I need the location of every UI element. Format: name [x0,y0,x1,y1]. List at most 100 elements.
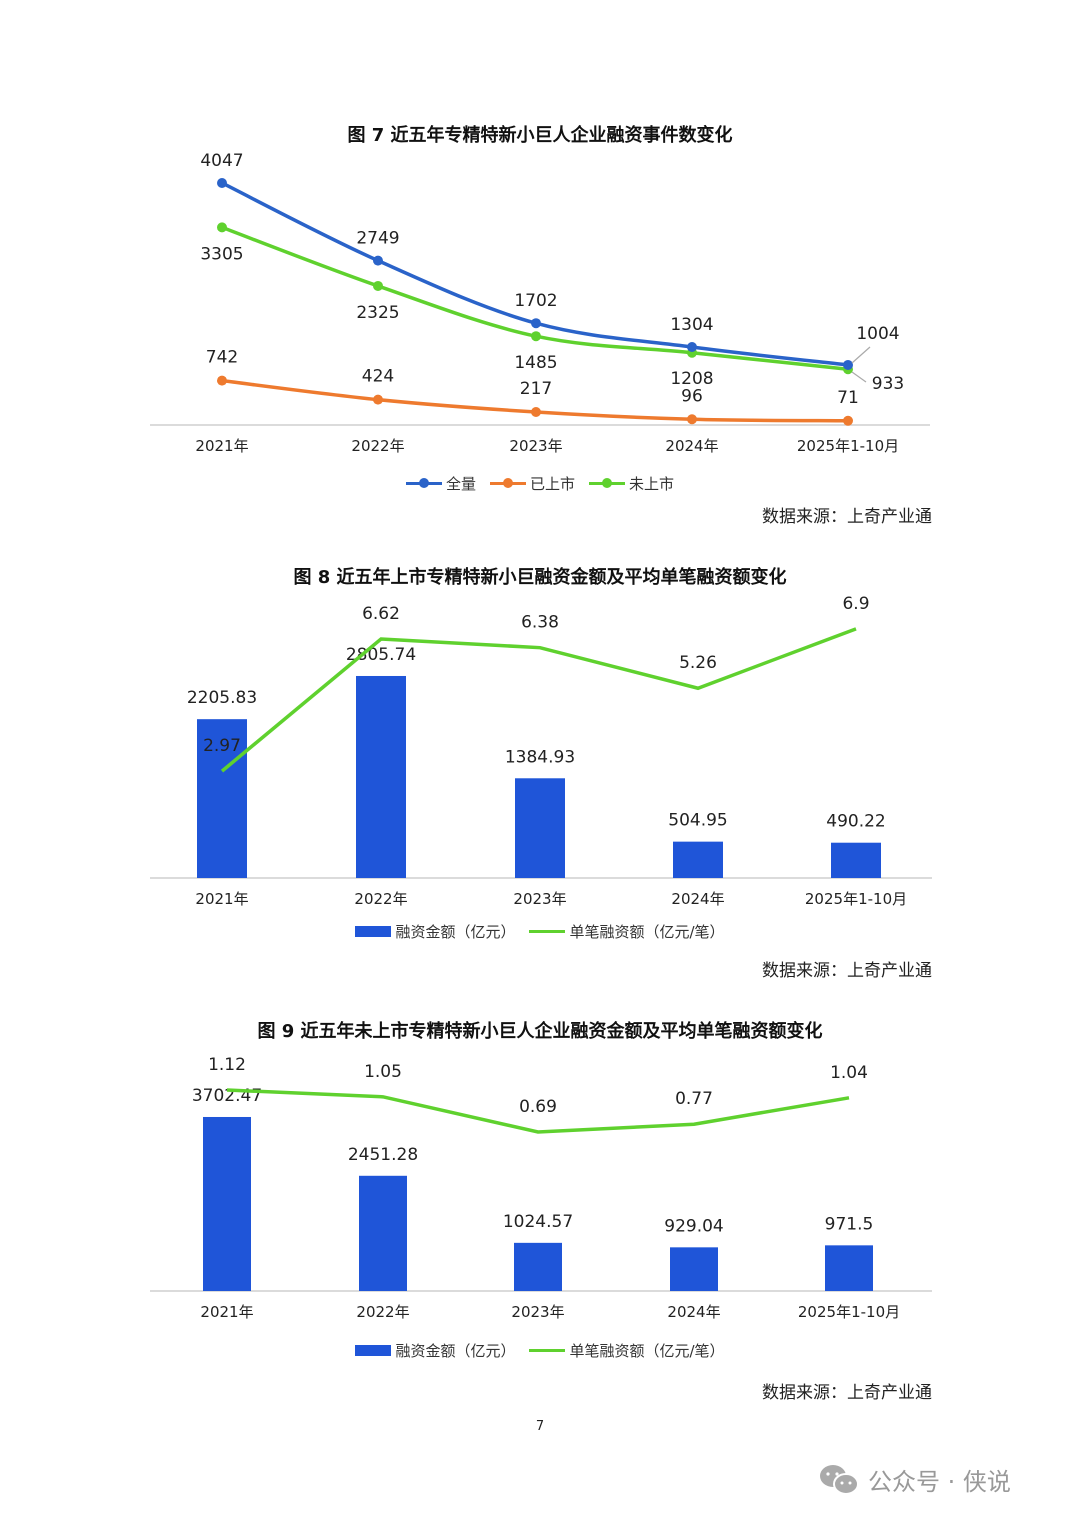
bar [831,842,881,878]
data-label: 424 [362,367,394,387]
x-tick-label: 2023年 [509,437,562,455]
chart3-legend: 融资金额（亿元） 单笔融资额（亿元/笔） [0,1340,1080,1361]
x-tick-label: 2025年1-10月 [805,890,907,908]
line-value-label: 0.77 [675,1089,713,1109]
x-tick-label: 2021年 [195,437,248,455]
line-value-label: 0.69 [519,1097,557,1117]
bar [673,841,723,878]
line-value-label: 1.05 [364,1062,402,1082]
bar [670,1247,718,1291]
data-label: 1304 [670,315,713,335]
watermark: 公众号 · 侠说 [818,1462,1011,1497]
line-value-label: 6.62 [362,604,400,624]
x-tick-label: 2022年 [356,1303,409,1321]
data-label: 217 [520,379,552,399]
legend-swatch [529,1349,566,1352]
x-tick-label: 2024年 [671,890,724,908]
leader-line [851,371,867,383]
avg-line [220,627,857,773]
legend-item-amount: 融资金额（亿元） [355,1340,515,1361]
data-label: 933 [872,374,904,394]
data-point [373,394,383,405]
data-label: 3305 [200,244,243,264]
legend-label: 未上市 [629,475,675,493]
bar-value-label: 504.95 [668,811,727,831]
legend-label: 已上市 [529,475,575,493]
chart3-source: 数据来源：上奇产业通 [762,1383,932,1403]
x-tick-label: 2024年 [665,437,718,455]
bar [825,1245,873,1291]
legend-swatch [589,478,625,488]
legend-swatch [405,478,442,488]
line-value-label: 5.26 [679,653,717,673]
x-tick-label: 2021年 [200,1303,253,1321]
line-value-label: 6.9 [842,594,869,614]
bar-value-label: 1024.57 [503,1212,573,1232]
bar-value-label: 971.5 [825,1214,874,1234]
bar [514,1242,562,1291]
x-tick-label: 2023年 [511,1303,564,1321]
chart3-title: 图 9 近五年未上市专精特新小巨人企业融资金额及平均单笔融资额变化 [257,1021,823,1042]
bar-value-label: 929.04 [664,1216,723,1236]
data-point [531,331,541,342]
bar-value-label: 2805.74 [346,645,416,665]
page-number: 7 [535,1419,545,1434]
data-point [373,255,383,266]
chart2-legend: 融资金额（亿元） 单笔融资额（亿元/笔） [0,921,1080,942]
legend-label: 融资金额（亿元） [395,923,516,941]
data-point [217,177,227,188]
line-value-label: 1.04 [830,1063,868,1083]
data-point [531,318,541,329]
line-value-label: 2.97 [203,736,241,756]
x-tick-label: 2022年 [354,890,407,908]
data-point [373,280,383,291]
bar [356,675,406,878]
chart2-title: 图 8 近五年上市专精特新小巨融资金额及平均单笔融资额变化 [293,567,787,588]
avg-line [226,1088,850,1134]
line-value-label: 1.12 [208,1055,246,1075]
x-tick-label: 2021年 [195,890,248,908]
legend-label: 单笔融资额（亿元/笔） [569,923,725,941]
bar [515,778,565,878]
bar-value-label: 2205.83 [187,688,257,708]
data-label: 1004 [856,324,899,344]
legend-item-amount: 融资金额（亿元） [355,921,515,942]
data-point [687,414,697,425]
legend-item-avg: 单笔融资额（亿元/笔） [529,921,725,942]
data-point [843,359,853,370]
data-label: 1208 [670,369,713,389]
legend-label: 融资金额（亿元） [395,1342,516,1360]
bar [197,719,247,878]
legend-item-unlisted: 未上市 [589,473,674,494]
bar [203,1116,251,1291]
bar [359,1175,407,1291]
data-point [687,342,697,353]
chart2-source: 数据来源：上奇产业通 [762,961,932,981]
data-label: 1702 [514,291,557,311]
bar-value-label: 490.22 [826,812,885,832]
watermark-text: 公众号 · 侠说 [868,1468,1011,1496]
legend-item-total: 全量 [405,473,476,494]
legend-swatch [489,478,526,488]
leader-line [851,346,871,364]
data-label: 4047 [200,151,243,171]
legend-swatch [529,930,566,933]
x-tick-label: 2024年 [667,1303,720,1321]
chart1-title: 图 7 近五年专精特新小巨人企业融资事件数变化 [347,125,733,146]
data-label: 96 [681,386,703,406]
line-value-label: 6.38 [521,613,559,633]
legend-swatch [355,1345,392,1356]
bar-value-label: 1384.93 [505,747,575,767]
data-label: 2749 [356,229,399,249]
x-tick-label: 2025年1-10月 [797,437,899,455]
data-point [531,407,541,418]
data-label: 1485 [514,353,557,373]
data-point [217,222,227,233]
legend-swatch [355,926,392,937]
legend-item-avg: 单笔融资额（亿元/笔） [529,1340,725,1361]
data-label: 742 [206,348,238,368]
x-tick-label: 2023年 [513,890,566,908]
wechat-icon [820,1464,859,1495]
legend-label: 全量 [445,475,476,493]
